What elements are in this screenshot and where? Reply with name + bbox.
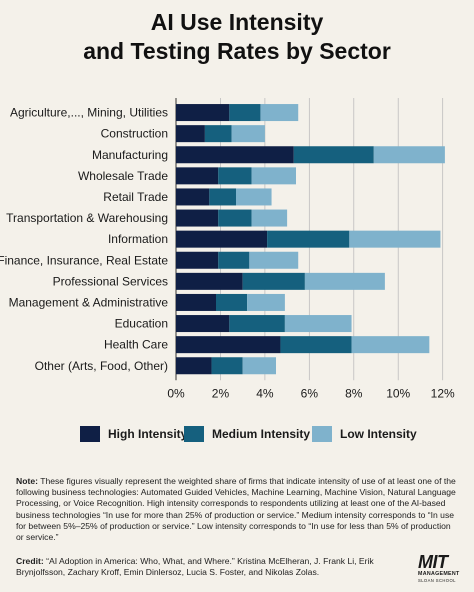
category-label-3: Wholesale Trade: [78, 169, 168, 183]
legend-swatch-medium: [184, 426, 204, 442]
legend-swatch-high: [80, 426, 100, 442]
bar-2-series-0: [176, 146, 294, 164]
logo-line-2: SLOAN SCHOOL: [418, 578, 456, 583]
bar-8-series-2: [304, 272, 385, 290]
bar-6-series-2: [349, 230, 441, 248]
bar-2-series-1: [293, 146, 374, 164]
bar-4-series-1: [209, 188, 236, 206]
bar-11-series-2: [351, 336, 430, 354]
x-tick-label-2: 4%: [256, 386, 274, 400]
note-label: Note:: [16, 476, 38, 486]
category-label-12: Other (Arts, Food, Other): [35, 359, 168, 373]
x-tick-label-0: 0%: [167, 386, 185, 400]
bar-3-series-0: [176, 167, 219, 185]
chart-credit: Credit: “AI Adoption in America: Who, Wh…: [16, 556, 406, 578]
category-label-4: Retail Trade: [103, 190, 168, 204]
stacked-bar-chart: Agriculture,..., Mining, Utilities Constr…: [0, 98, 455, 400]
mit-sloan-logo: MIT MANAGEMENT SLOAN SCHOOL: [418, 553, 468, 587]
bar-9-series-0: [176, 293, 216, 311]
category-label-11: Health Care: [104, 338, 168, 352]
bar-0-series-1: [229, 104, 261, 122]
category-label-8: Professional Services: [53, 274, 168, 288]
bar-11-series-1: [280, 336, 352, 354]
category-label-2: Manufacturing: [92, 148, 168, 162]
bar-2-series-2: [373, 146, 445, 164]
bar-7-series-0: [176, 251, 219, 269]
credit-text: “AI Adoption in America: Who, What, and …: [16, 556, 374, 578]
bar-4-series-2: [236, 188, 272, 206]
logo-line-1: MANAGEMENT: [418, 571, 460, 577]
chart-legend: High Intensity Medium Intensity Low Inte…: [0, 426, 474, 446]
legend-item-medium: Medium Intensity: [184, 426, 310, 442]
bar-7-series-2: [249, 251, 299, 269]
note-text: These figures visually represent the wei…: [16, 476, 456, 543]
bar-1-series-2: [231, 125, 265, 143]
bar-12-series-0: [176, 357, 212, 375]
bar-12-series-1: [211, 357, 243, 375]
bar-1-series-0: [176, 125, 205, 143]
category-label-1: Construction: [101, 127, 168, 141]
bar-4-series-0: [176, 188, 210, 206]
bar-6-series-0: [176, 230, 268, 248]
bar-8-series-0: [176, 272, 243, 290]
category-label-5: Transportation & Warehousing: [6, 211, 168, 225]
bar-9-series-1: [216, 293, 248, 311]
bar-10-series-2: [284, 315, 352, 333]
bar-0-series-2: [260, 104, 299, 122]
legend-item-low: Low Intensity: [312, 426, 417, 442]
bar-1-series-1: [204, 125, 232, 143]
bar-11-series-0: [176, 336, 281, 354]
bar-3-series-1: [218, 167, 252, 185]
x-tick-label-1: 2%: [212, 386, 230, 400]
category-label-9: Management & Administrative: [9, 295, 169, 309]
bar-12-series-2: [242, 357, 276, 375]
category-label-7: Finance, Insurance, Real Estate: [0, 253, 168, 267]
x-tick-label-6: 12%: [431, 386, 455, 400]
chart-title: AI Use Intensity and Testing Rates by Se…: [0, 8, 474, 66]
title-line-1: AI Use Intensity: [150, 9, 324, 35]
legend-label-medium: Medium Intensity: [212, 427, 311, 441]
bar-8-series-1: [242, 272, 305, 290]
category-label-10: Education: [115, 317, 168, 331]
legend-label-high: High Intensity: [108, 427, 188, 441]
category-label-6: Information: [108, 232, 168, 246]
x-tick-label-4: 8%: [345, 386, 363, 400]
bar-6-series-1: [267, 230, 350, 248]
bar-0-series-0: [176, 104, 230, 122]
x-tick-label-3: 6%: [301, 386, 319, 400]
bar-7-series-1: [218, 251, 250, 269]
legend-item-high: High Intensity: [80, 426, 187, 442]
bar-10-series-0: [176, 315, 230, 333]
title-line-2: and Testing Rates by Sector: [83, 38, 391, 64]
logo-mark: MIT: [418, 552, 448, 572]
bar-3-series-2: [251, 167, 296, 185]
bar-5-series-2: [251, 209, 288, 227]
bar-9-series-2: [247, 293, 285, 311]
credit-label: Credit:: [16, 556, 44, 566]
bar-5-series-1: [218, 209, 252, 227]
chart-note: Note: These figures visually represent t…: [16, 476, 460, 543]
legend-label-low: Low Intensity: [340, 427, 417, 441]
bar-5-series-0: [176, 209, 219, 227]
category-label-0: Agriculture,..., Mining, Utilities: [10, 106, 168, 120]
x-tick-label-5: 10%: [386, 386, 410, 400]
bar-10-series-1: [229, 315, 285, 333]
legend-swatch-low: [312, 426, 332, 442]
